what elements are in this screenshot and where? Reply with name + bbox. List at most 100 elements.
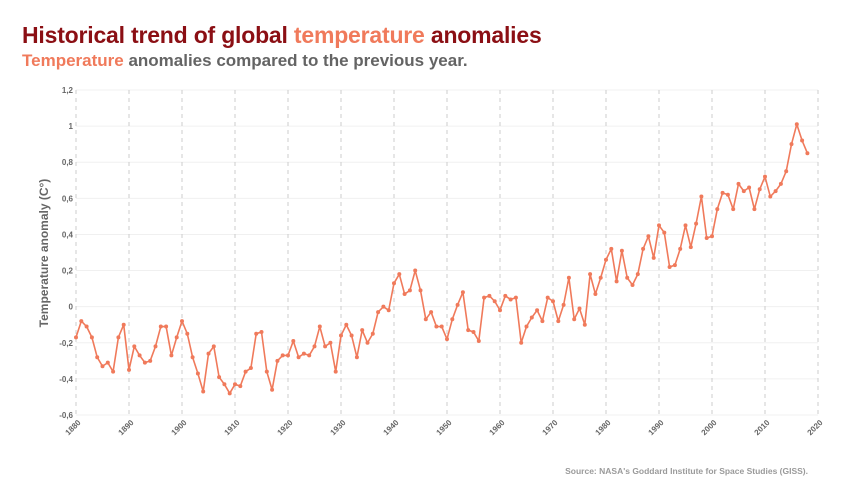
data-point: [625, 275, 630, 280]
data-point: [386, 308, 391, 313]
data-point: [344, 322, 349, 327]
data-point: [142, 360, 147, 365]
data-point: [545, 295, 550, 300]
data-point: [301, 351, 306, 356]
data-point: [111, 369, 116, 374]
data-point: [360, 328, 365, 333]
data-point: [105, 360, 110, 365]
subtitle-rest: anomalies compared to the previous year.: [123, 51, 468, 70]
data-point: [704, 236, 709, 241]
data-point: [227, 391, 232, 396]
data-point: [460, 290, 465, 295]
data-point: [641, 246, 646, 251]
x-tick-label: 1970: [541, 418, 560, 437]
data-point: [683, 223, 688, 228]
data-point: [365, 340, 370, 345]
title-part2: anomalies: [424, 22, 542, 48]
data-point: [778, 181, 783, 186]
data-point: [678, 246, 683, 251]
data-point: [206, 351, 211, 356]
data-point: [164, 324, 169, 329]
data-point: [720, 190, 725, 195]
data-point: [429, 310, 434, 315]
data-point: [757, 187, 762, 192]
data-point: [773, 189, 778, 194]
data-point: [264, 369, 269, 374]
title-part1: Historical trend of global: [22, 22, 294, 48]
data-point: [116, 335, 121, 340]
y-tick-label: -0,2: [59, 339, 73, 348]
data-point: [280, 353, 285, 358]
data-point: [736, 181, 741, 186]
data-point: [201, 389, 206, 394]
data-point: [450, 317, 455, 322]
series-line: [75, 123, 809, 395]
x-tick-label: 1920: [276, 418, 295, 437]
data-point: [662, 230, 667, 235]
data-point: [79, 319, 84, 324]
data-point: [418, 288, 423, 293]
source-note: Source: NASA's Goddard Institute for Spa…: [565, 466, 808, 476]
data-point: [646, 234, 651, 239]
data-point: [651, 255, 656, 260]
chart-subtitle: Temperature anomalies compared to the pr…: [22, 51, 468, 71]
data-point: [498, 308, 502, 313]
data-point: [535, 308, 540, 313]
data-point: [323, 344, 328, 349]
data-point: [291, 338, 296, 343]
data-point: [248, 366, 253, 371]
data-point: [439, 324, 444, 329]
data-point: [593, 292, 598, 297]
x-tick-label: 1890: [117, 418, 136, 437]
data-point: [805, 151, 810, 156]
data-point: [551, 299, 555, 304]
data-point: [286, 353, 290, 358]
data-point: [699, 194, 704, 199]
data-point: [354, 355, 359, 360]
data-point: [121, 322, 126, 327]
data-point: [529, 315, 534, 320]
data-point: [296, 355, 301, 360]
x-tick-label: 1880: [64, 418, 83, 437]
series-temperature: [74, 122, 810, 396]
data-point: [392, 281, 396, 286]
title-highlight: temperature: [293, 22, 425, 48]
data-point: [672, 263, 677, 268]
data-point: [275, 358, 280, 363]
data-point: [508, 297, 513, 302]
data-point: [254, 331, 259, 336]
x-tick-label: 1940: [382, 418, 401, 437]
y-tick-label: 0: [69, 303, 74, 312]
x-tick-label: 1960: [488, 418, 507, 437]
data-point: [784, 169, 789, 174]
data-point: [604, 257, 608, 262]
data-point: [747, 185, 752, 190]
data-point: [423, 317, 428, 322]
data-point: [540, 319, 545, 324]
x-tick-label: 2000: [700, 418, 719, 437]
data-point: [688, 245, 693, 250]
y-tick-label: 1,2: [62, 86, 74, 95]
x-tick-label: 1900: [170, 418, 189, 437]
data-point: [307, 353, 312, 358]
data-point: [312, 344, 317, 349]
data-point: [800, 138, 805, 143]
x-tick-label: 1950: [435, 418, 454, 437]
data-point: [376, 310, 381, 315]
data-point: [132, 344, 137, 349]
data-point: [270, 387, 275, 392]
data-point: [222, 382, 227, 387]
data-point: [174, 335, 179, 340]
data-point: [455, 302, 460, 307]
data-point: [195, 371, 200, 376]
data-point: [582, 322, 587, 327]
data-point: [513, 295, 518, 300]
y-tick-label: -0,4: [59, 375, 73, 384]
x-tick-label: 2020: [806, 418, 825, 437]
data-point: [503, 293, 508, 298]
data-point: [630, 283, 635, 287]
data-point: [180, 319, 184, 324]
data-point: [148, 358, 153, 363]
data-point: [609, 246, 614, 251]
